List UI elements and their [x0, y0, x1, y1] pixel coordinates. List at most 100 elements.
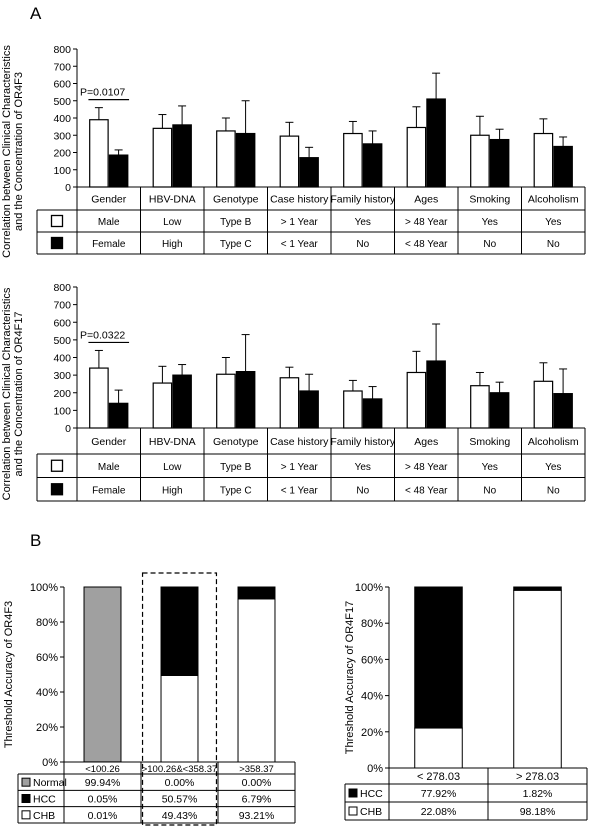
bar-group-2: [553, 393, 573, 429]
y-tick-label: 600: [53, 79, 71, 91]
table-cell: 99.94%: [85, 777, 121, 789]
bar-group-1: [533, 380, 554, 429]
table-cell: 22.08%: [421, 806, 457, 818]
table-cell: < 1 Year: [281, 239, 319, 250]
y-axis-label-line-1: Correlation between Clinical Characteris…: [1, 287, 13, 500]
table-cell: No: [547, 485, 560, 496]
y-tick-label: 60%: [361, 654, 383, 666]
table-cell: > 1 Year: [281, 217, 319, 228]
bar-group-2: [235, 132, 256, 188]
y-tick-label: 300: [53, 370, 71, 382]
x-tick-label: Ages: [414, 194, 438, 206]
table-row-label: HCC: [360, 788, 383, 800]
y-tick-label: 300: [53, 130, 71, 142]
x-tick-label: Smoking: [469, 436, 510, 448]
bar-segment-hcc: [513, 586, 562, 591]
table-cell: Yes: [355, 462, 371, 473]
table-cell: 1.82%: [523, 788, 553, 800]
x-tick-label: Smoking: [469, 194, 510, 206]
legend-swatch: [348, 806, 358, 816]
bar-group-1: [89, 119, 109, 188]
table-cell: 77.92%: [421, 788, 457, 800]
table-cell: 0.00%: [242, 777, 272, 789]
y-tick-label: 20%: [36, 722, 58, 734]
bar-group-1: [533, 132, 554, 188]
table-cell: No: [356, 239, 369, 250]
table-cell: > 48 Year: [405, 462, 448, 473]
table-cell: No: [356, 485, 369, 496]
p-value-label: P=0.0107: [80, 87, 125, 99]
y-tick-label: 800: [53, 282, 71, 294]
table-cell: Male: [98, 462, 120, 473]
y-tick-label: 20%: [361, 727, 383, 739]
table-cell: Type B: [220, 217, 251, 228]
y-tick-label: 0: [65, 182, 71, 194]
bar-segment-hcc: [414, 586, 463, 729]
table-cell: 98.18%: [520, 806, 556, 818]
table-cell: Yes: [545, 217, 561, 228]
x-tick-label: <100.26: [85, 764, 120, 775]
table-cell: Type B: [220, 462, 251, 473]
bar-segment-hcc: [237, 586, 276, 600]
bar-group-2: [426, 360, 446, 429]
bar-group-2: [362, 143, 383, 188]
y-axis-label-line-2: and the Concentration of OR4F3: [13, 72, 25, 231]
table-cell: Low: [163, 217, 182, 228]
x-tick-label: Family history: [330, 194, 396, 206]
bar-group-1: [343, 132, 363, 188]
x-tick-label: Family history: [330, 436, 396, 448]
bar-segment-chb: [237, 598, 276, 763]
y-tick-label: 700: [53, 300, 71, 312]
bar-group-1: [152, 382, 173, 429]
y-axis-label-line-1: Correlation between Clinical Characteris…: [1, 45, 13, 258]
bar-group-2: [235, 371, 256, 429]
y-tick-label: 600: [53, 317, 71, 329]
legend-swatch: [21, 777, 31, 787]
bar-segment-chb: [414, 727, 463, 769]
table-cell: 93.21%: [239, 810, 275, 822]
legend-swatch: [50, 214, 64, 228]
y-tick-label: 700: [53, 61, 71, 73]
bar-group-1: [216, 130, 236, 188]
legend-swatch: [21, 794, 31, 803]
chart-layer: Correlation between Clinical Characteris…: [1, 44, 588, 826]
y-tick-label: 800: [53, 44, 71, 56]
x-tick-label: Gender: [91, 436, 127, 448]
table-cell: Male: [98, 217, 120, 228]
y-axis-label: Threshold Accuracy of OR4F3: [3, 601, 15, 748]
bar-group-2: [172, 374, 192, 429]
table-cell: > 48 Year: [405, 217, 448, 228]
table-cell: Yes: [545, 462, 561, 473]
table-cell: 6.79%: [242, 794, 272, 806]
bar-group-2: [553, 145, 573, 188]
table-row-label: CHB: [360, 806, 382, 818]
legend-swatch: [50, 459, 64, 472]
y-axis-label: Threshold Accuracy of OR4F17: [344, 601, 356, 754]
x-tick-label: < 278.03: [417, 771, 460, 783]
p-value-label: P=0.0322: [80, 329, 125, 341]
table-cell: High: [162, 239, 183, 250]
table-cell: No: [483, 485, 496, 496]
table-cell: Yes: [482, 217, 498, 228]
table-cell: No: [483, 239, 496, 250]
bar-group-1: [216, 373, 236, 429]
bar-group-1: [406, 371, 427, 429]
panel-label-a: A: [30, 4, 42, 23]
bar-segment-hcc: [160, 586, 199, 676]
bar-group-1: [89, 367, 109, 429]
bar-segment-chb: [513, 589, 562, 769]
y-axis-label-line-2: and the Concentration of OR4F17: [13, 311, 25, 476]
table-row-label: CHB: [33, 810, 55, 822]
bar-segment-normal: [83, 586, 122, 763]
x-tick-label: Genotype: [213, 194, 259, 206]
bar-group-1: [470, 134, 490, 188]
x-tick-label: Case history: [270, 194, 329, 206]
bar-group-1: [470, 385, 490, 429]
bar-group-1: [406, 126, 427, 188]
y-tick-label: 500: [53, 96, 71, 108]
y-tick-label: 40%: [36, 687, 58, 699]
x-tick-label: >358.37: [239, 764, 274, 775]
x-tick-label: Case history: [270, 436, 329, 448]
y-tick-label: 100: [53, 405, 71, 417]
